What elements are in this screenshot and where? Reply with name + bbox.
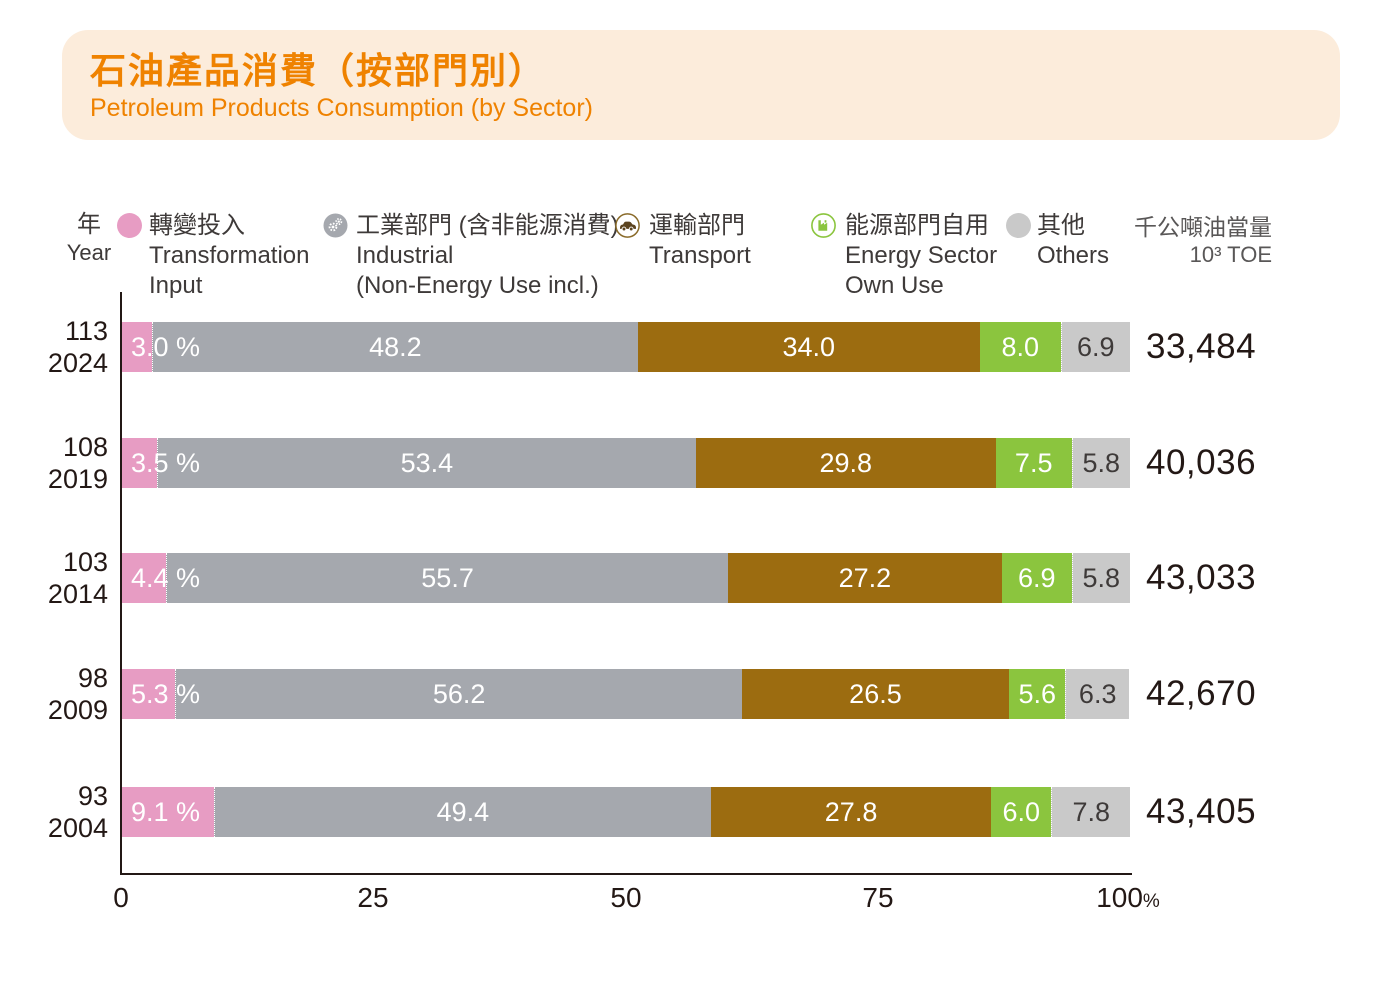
row-total: 33,484 xyxy=(1146,327,1257,366)
legend-label-en: Own Use xyxy=(845,272,944,299)
segment-energy-own-use: 6.9 xyxy=(1001,553,1072,603)
legend-label-en: Energy Sector xyxy=(845,242,998,269)
segment-others: 5.8 xyxy=(1071,438,1130,488)
stacked-bar: 9.1 % 49.4 27.8 6.0 7.8 xyxy=(122,787,1130,837)
x-tick-0: 0 xyxy=(113,882,129,913)
segment-transport: 27.8 xyxy=(711,787,992,837)
segment-transformation-input: 4.4 % xyxy=(122,553,200,603)
row-year-label: 113 2024 xyxy=(47,316,108,378)
segment-others: 5.8 xyxy=(1071,553,1130,603)
header-panel: 石油產品消費（按部門別） Petroleum Products Consumpt… xyxy=(62,30,1340,140)
legend-label-en: Others xyxy=(1037,242,1110,269)
row-year-label: 98 2009 xyxy=(47,663,108,725)
unit-label: 千公噸油當量 10³ TOE xyxy=(1134,214,1272,267)
row-year-label: 103 2014 xyxy=(47,547,108,609)
legend-label-zh: 其他 xyxy=(1037,212,1085,239)
row-year-label: 108 2019 xyxy=(47,432,108,494)
segment-industrial: 49.4 xyxy=(213,787,712,837)
row-year-label: 93 2004 xyxy=(47,781,108,843)
year-axis-label: 年 Year xyxy=(66,211,112,265)
legend-label-en: Transformation xyxy=(149,242,310,269)
page-subtitle: Petroleum Products Consumption (by Secto… xyxy=(90,94,593,122)
row-total: 42,670 xyxy=(1146,674,1257,713)
x-axis-line xyxy=(120,873,1132,875)
others-dot-icon xyxy=(1006,213,1031,238)
segment-transformation-input: 9.1 % xyxy=(122,787,214,837)
segment-transport: 34.0 xyxy=(637,322,980,372)
segment-energy-own-use: 7.5 xyxy=(995,438,1072,488)
bar-row-2014: 103 2014 4.4 % 55.7 27.2 6.9 5.8 43,033 xyxy=(0,547,1382,609)
x-tick-50: 50 xyxy=(610,882,642,913)
gears-icon xyxy=(323,213,348,238)
segment-transport: 26.5 xyxy=(741,669,1010,719)
page-title: 石油產品消費（按部門別） xyxy=(90,50,547,91)
stacked-bar: 3.5 % 53.4 29.8 7.5 5.8 xyxy=(122,438,1130,488)
y-axis-line xyxy=(120,292,122,875)
segment-industrial: 56.2 xyxy=(175,669,742,719)
segment-transport: 27.2 xyxy=(727,553,1002,603)
bar-row-2009: 98 2009 5.3 % 56.2 26.5 5.6 6.3 42,670 xyxy=(0,663,1382,725)
legend-label-en: Transport xyxy=(649,242,751,269)
x-tick-25: 25 xyxy=(357,882,389,913)
bar-row-2019: 108 2019 3.5 % 53.4 29.8 7.5 5.8 40,036 xyxy=(0,432,1382,494)
segment-energy-own-use: 6.0 xyxy=(991,787,1052,837)
segment-others: 7.8 xyxy=(1051,787,1130,837)
x-tick-100: 100% xyxy=(1096,882,1160,913)
legend-label-en: Input xyxy=(149,272,203,299)
stacked-bar: 4.4 % 55.7 27.2 6.9 5.8 xyxy=(122,553,1130,603)
segment-energy-own-use: 8.0 xyxy=(979,322,1061,372)
legend-label-zh: 工業部門 (含非能源消費) xyxy=(356,212,619,239)
row-total: 40,036 xyxy=(1146,443,1257,482)
legend-label-en: Industrial xyxy=(356,242,454,269)
segment-industrial: 55.7 xyxy=(166,553,728,603)
x-tick-75: 75 xyxy=(862,882,894,913)
stacked-bar: 3.0 % 48.2 34.0 8.0 6.9 xyxy=(122,322,1130,372)
segment-transformation-input: 5.3 % xyxy=(122,669,200,719)
bar-row-2024: 113 2024 3.0 % 48.2 34.0 8.0 6.9 33,484 xyxy=(0,316,1382,378)
row-total: 43,033 xyxy=(1146,558,1257,597)
segment-energy-own-use: 5.6 xyxy=(1009,669,1066,719)
transformation-dot-icon xyxy=(117,213,142,238)
segment-transformation-input: 3.5 % xyxy=(122,438,200,488)
percent-suffix: % xyxy=(1142,891,1160,912)
row-total: 43,405 xyxy=(1146,792,1257,831)
bar-row-2004: 93 2004 9.1 % 49.4 27.8 6.0 7.8 43,405 xyxy=(0,781,1382,843)
factory-icon xyxy=(811,213,836,238)
stacked-bar: 5.3 % 56.2 26.5 5.6 6.3 xyxy=(122,669,1130,719)
car-icon xyxy=(615,213,640,238)
segment-industrial: 53.4 xyxy=(157,438,696,488)
legend-label-zh: 能源部門自用 xyxy=(845,212,989,239)
legend-label-en: (Non-Energy Use incl.) xyxy=(356,272,599,299)
segment-others: 6.9 xyxy=(1060,322,1130,372)
legend-label-zh: 轉變投入 xyxy=(149,212,245,239)
segment-industrial: 48.2 xyxy=(152,322,638,372)
legend-label-zh: 運輸部門 xyxy=(649,212,745,239)
segment-others: 6.3 xyxy=(1065,669,1129,719)
segment-transformation-input: 3.0 % xyxy=(122,322,200,372)
segment-transport: 29.8 xyxy=(695,438,996,488)
